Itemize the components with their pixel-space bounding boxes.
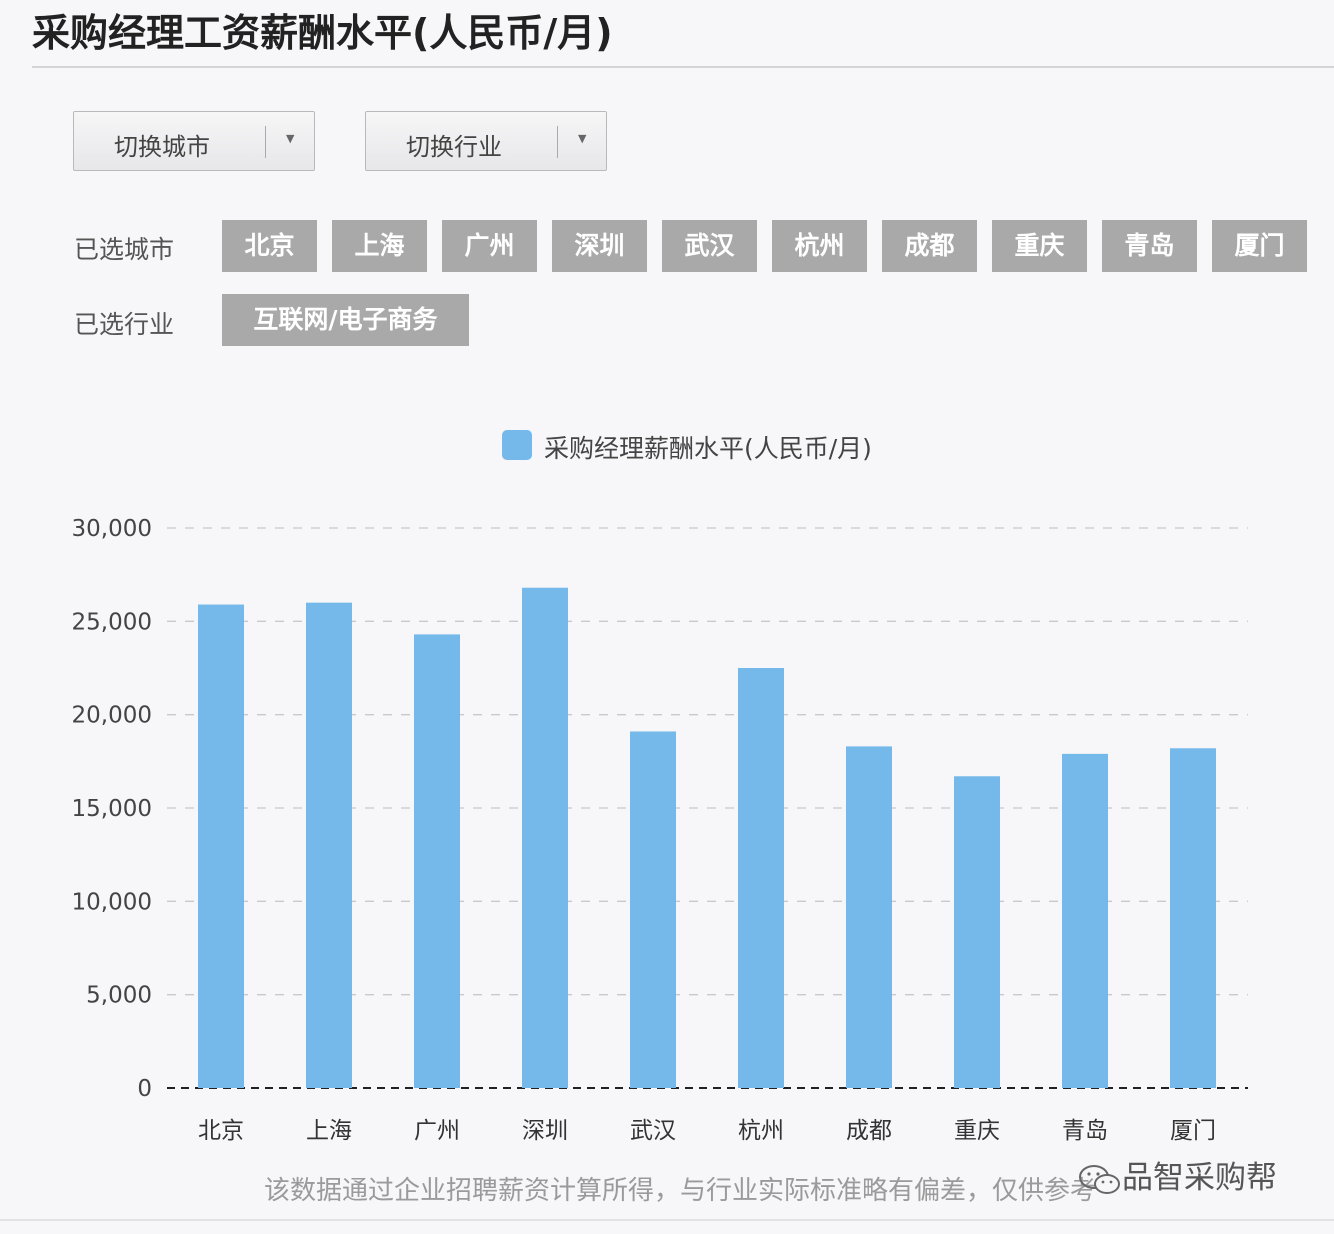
city-chip-hangzhou[interactable]: 杭州	[772, 220, 867, 272]
bar[interactable]	[522, 587, 568, 1088]
y-tick-label: 5,000	[86, 983, 152, 1009]
x-tick-label: 厦门	[1170, 1118, 1216, 1144]
city-chip-shanghai[interactable]: 上海	[332, 220, 427, 272]
chevron-down-icon: ▼	[578, 132, 587, 145]
bar[interactable]	[198, 604, 244, 1088]
selected-cities-label: 已选城市	[74, 235, 175, 264]
x-tick-label: 深圳	[522, 1118, 568, 1144]
dropdown-separator	[557, 126, 558, 158]
city-dropdown-label: 切换城市	[114, 133, 210, 161]
x-tick-label: 武汉	[630, 1118, 676, 1144]
footnote: 该数据通过企业招聘薪资计算所得，与行业实际标准略有偏差，仅供参考	[264, 1176, 1097, 1206]
y-tick-label: 20,000	[72, 703, 152, 729]
dropdown-separator	[265, 126, 266, 158]
bar[interactable]	[954, 776, 1000, 1088]
watermark-label: 品智采购帮	[1122, 1160, 1277, 1196]
page-title: 采购经理工资薪酬水平(人民币/月)	[32, 11, 613, 55]
bar[interactable]	[414, 634, 460, 1088]
x-tick-label: 重庆	[954, 1118, 1000, 1144]
city-dropdown[interactable]: 切换城市 ▼	[73, 111, 315, 171]
city-chip-wuhan[interactable]: 武汉	[662, 220, 757, 272]
industry-dropdown[interactable]: 切换行业 ▼	[365, 111, 607, 171]
industry-dropdown-label: 切换行业	[406, 133, 502, 161]
bar[interactable]	[738, 668, 784, 1088]
legend-swatch[interactable]	[502, 430, 532, 460]
industry-chip-internet-ecommerce[interactable]: 互联网/电子商务	[222, 294, 469, 346]
x-tick-label: 广州	[414, 1118, 460, 1144]
city-chip-chengdu[interactable]: 成都	[882, 220, 977, 272]
city-chip-qingdao[interactable]: 青岛	[1102, 220, 1197, 272]
y-tick-label: 30,000	[72, 516, 152, 542]
y-tick-label: 25,000	[72, 609, 152, 635]
x-tick-label: 杭州	[738, 1118, 784, 1144]
title-divider	[32, 66, 1334, 68]
city-chip-guangzhou[interactable]: 广州	[442, 220, 537, 272]
bar[interactable]	[1062, 753, 1108, 1088]
chevron-down-icon: ▼	[286, 132, 295, 145]
bottom-divider	[0, 1219, 1334, 1221]
bar[interactable]	[846, 746, 892, 1088]
city-chip-xiamen[interactable]: 厦门	[1212, 220, 1307, 272]
y-tick-label: 10,000	[72, 889, 152, 915]
bar[interactable]	[306, 602, 352, 1088]
selected-industry-label: 已选行业	[74, 310, 175, 339]
x-tick-label: 青岛	[1062, 1118, 1108, 1144]
bar[interactable]	[630, 731, 676, 1088]
city-chip-chongqing[interactable]: 重庆	[992, 220, 1087, 272]
x-tick-label: 上海	[306, 1118, 352, 1144]
x-tick-label: 北京	[198, 1118, 244, 1144]
city-chip-shenzhen[interactable]: 深圳	[552, 220, 647, 272]
wechat-icon	[1079, 1164, 1120, 1194]
bar[interactable]	[1170, 748, 1216, 1088]
watermark: 品智采购帮	[1078, 1152, 1277, 1197]
x-tick-label: 成都	[846, 1118, 892, 1144]
y-tick-label: 15,000	[72, 796, 152, 822]
city-chip-beijing[interactable]: 北京	[222, 220, 317, 272]
legend-label[interactable]: 采购经理薪酬水平(人民币/月)	[544, 434, 872, 463]
y-tick-label: 0	[137, 1076, 152, 1102]
